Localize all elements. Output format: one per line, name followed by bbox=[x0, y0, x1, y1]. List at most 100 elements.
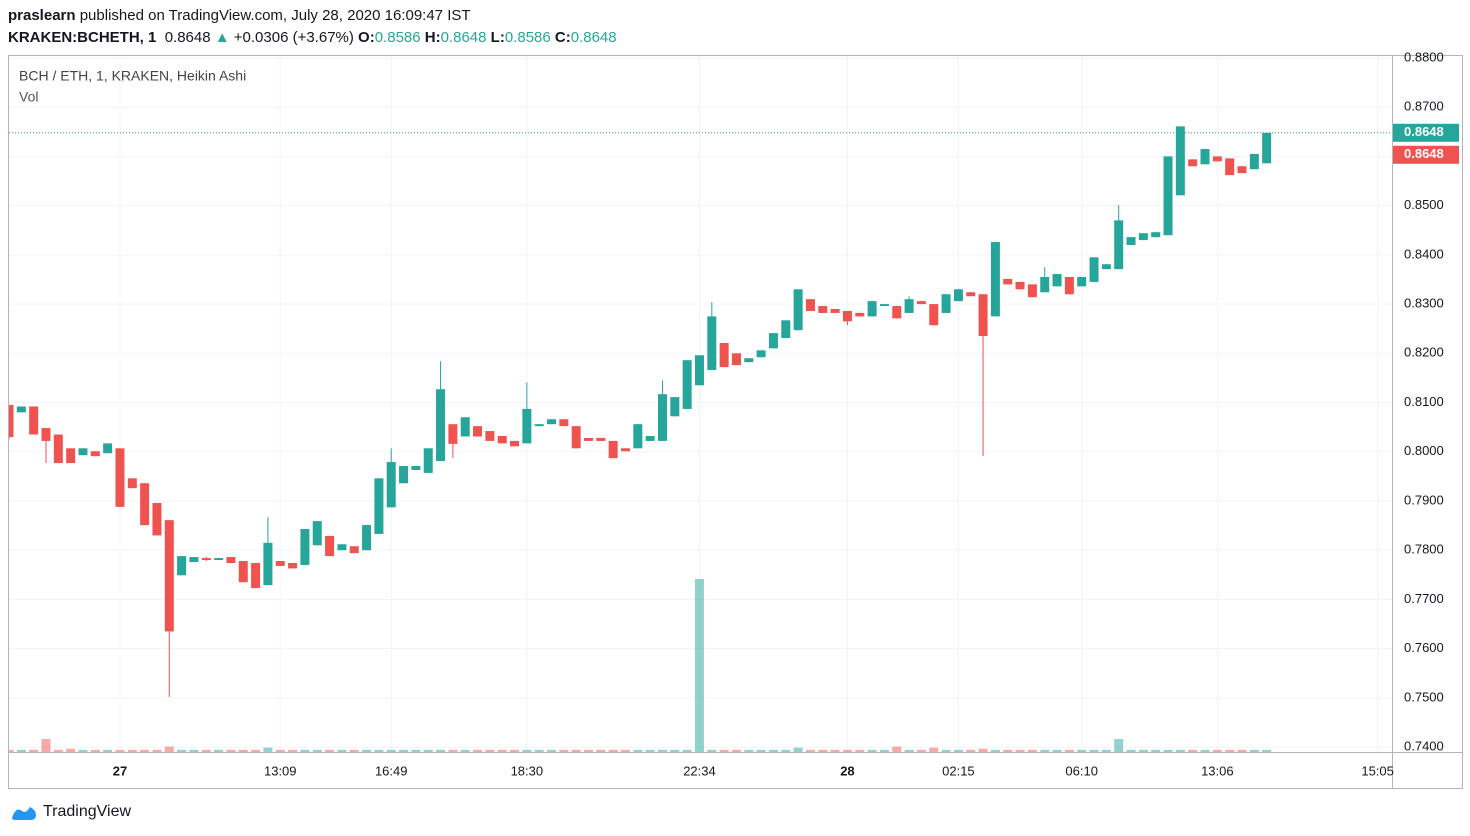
volume-bar bbox=[781, 749, 791, 752]
ohlc-value: 0.8586 bbox=[374, 29, 421, 46]
price-label-bg bbox=[1393, 145, 1459, 164]
volume-bar bbox=[719, 749, 729, 752]
volume-bar bbox=[16, 749, 26, 752]
candle-body bbox=[16, 406, 26, 413]
volume-bar bbox=[744, 749, 754, 752]
volume-bar bbox=[1138, 749, 1148, 752]
volume-bar bbox=[1175, 749, 1185, 752]
x-tick-label: 22:34 bbox=[683, 763, 716, 778]
volume-bar bbox=[53, 749, 63, 752]
volume-bar bbox=[140, 749, 150, 752]
volume-bar bbox=[448, 749, 458, 752]
candle-body bbox=[1040, 277, 1050, 293]
symbol: KRAKEN:BCHETH, 1 bbox=[8, 29, 157, 46]
volume-bar bbox=[966, 749, 976, 752]
candle-body bbox=[275, 561, 285, 566]
candle-body bbox=[978, 294, 988, 337]
published: published on TradingView.com, July 28, 2… bbox=[79, 7, 471, 24]
candle-body bbox=[1151, 232, 1161, 238]
candle-body bbox=[436, 389, 446, 462]
volume-bar bbox=[547, 749, 557, 752]
volume-bar bbox=[66, 748, 76, 752]
volume-bar bbox=[423, 749, 433, 752]
volume-bar bbox=[1040, 749, 1050, 752]
volume-bar bbox=[904, 749, 914, 752]
logo bbox=[12, 807, 36, 820]
volume-bar bbox=[214, 749, 224, 752]
candle-body bbox=[1101, 264, 1111, 270]
volume-bar bbox=[362, 749, 372, 752]
candle-body bbox=[571, 426, 581, 449]
candle-body bbox=[201, 558, 211, 561]
candle-body bbox=[29, 406, 39, 435]
volume-bar bbox=[608, 749, 618, 752]
volume-bar bbox=[731, 749, 741, 752]
candle-body bbox=[189, 557, 199, 563]
candle-body bbox=[855, 312, 865, 317]
volume-bar bbox=[201, 749, 211, 752]
volume-bar bbox=[953, 749, 963, 752]
candle-body bbox=[953, 289, 963, 302]
x-tick-label: 06:10 bbox=[1065, 763, 1098, 778]
volume-bar bbox=[226, 749, 236, 752]
candle-body bbox=[1003, 278, 1013, 285]
volume-bar bbox=[879, 749, 889, 752]
volume-bar bbox=[559, 749, 569, 752]
candle-body bbox=[694, 355, 704, 386]
candle-body bbox=[756, 350, 766, 358]
volume-bar bbox=[251, 749, 261, 752]
candle-body bbox=[1163, 156, 1173, 236]
change: +0.0306 (+3.67%) bbox=[233, 29, 354, 46]
volume-bar bbox=[177, 749, 187, 752]
candle-body bbox=[670, 397, 680, 417]
candle-body bbox=[842, 310, 852, 322]
volume-bar bbox=[1163, 749, 1173, 752]
volume-bar bbox=[596, 749, 606, 752]
price-label: 0.8648 bbox=[1404, 146, 1444, 161]
candle-body bbox=[386, 462, 396, 508]
x-tick-label: 13:09 bbox=[264, 763, 297, 778]
candle-body bbox=[448, 424, 458, 444]
x-tick-label: 27 bbox=[113, 763, 127, 778]
y-tick-label: 0.7400 bbox=[1404, 739, 1444, 754]
y-tick-label: 0.8700 bbox=[1404, 99, 1444, 114]
axes: 0.7400 0.7500 0.7600 0.7700 0.7800 0.7900 0.80… bbox=[113, 49, 1459, 778]
candle-body bbox=[460, 417, 470, 437]
candle-body bbox=[1064, 277, 1074, 295]
volume-label: Vol bbox=[19, 89, 38, 105]
volume-bar bbox=[522, 749, 532, 752]
candle-body bbox=[214, 558, 224, 561]
candle-body bbox=[1200, 149, 1210, 165]
volume-bar bbox=[1027, 749, 1037, 752]
volume-bar bbox=[164, 746, 174, 752]
volume-bar bbox=[1077, 749, 1087, 752]
volume-bar bbox=[1225, 749, 1235, 752]
volume-bar bbox=[1126, 749, 1136, 752]
candle-body bbox=[522, 408, 532, 444]
volume-bar bbox=[657, 749, 667, 752]
x-tick-label: 16:49 bbox=[375, 763, 408, 778]
candle-body bbox=[127, 478, 137, 489]
y-tick-label: 0.8500 bbox=[1404, 197, 1444, 212]
candle-body bbox=[312, 521, 322, 546]
candle-body bbox=[66, 448, 76, 464]
volume-bar bbox=[1015, 749, 1025, 752]
volume-bar bbox=[1003, 749, 1013, 752]
volume-bar bbox=[534, 749, 544, 752]
candle-body bbox=[830, 309, 840, 313]
candle-body bbox=[41, 428, 51, 441]
volume-bar bbox=[694, 579, 704, 752]
candle-body bbox=[608, 440, 618, 459]
y-tick-label: 0.8400 bbox=[1404, 246, 1444, 261]
symbol-line: KRAKEN:BCHETH, 1 0.8648 ▲ +0.0306 (+3.67… bbox=[8, 29, 617, 46]
x-tick-label: 18:30 bbox=[511, 763, 544, 778]
volume-bar bbox=[399, 749, 409, 752]
volume-bar bbox=[103, 749, 113, 752]
candle-body bbox=[1237, 166, 1247, 174]
candle-body bbox=[226, 557, 236, 563]
volume-bar bbox=[497, 749, 507, 752]
candle-body bbox=[744, 358, 754, 363]
candle-body bbox=[818, 306, 828, 313]
volume-bar bbox=[29, 749, 39, 752]
volume-bar bbox=[645, 749, 655, 752]
